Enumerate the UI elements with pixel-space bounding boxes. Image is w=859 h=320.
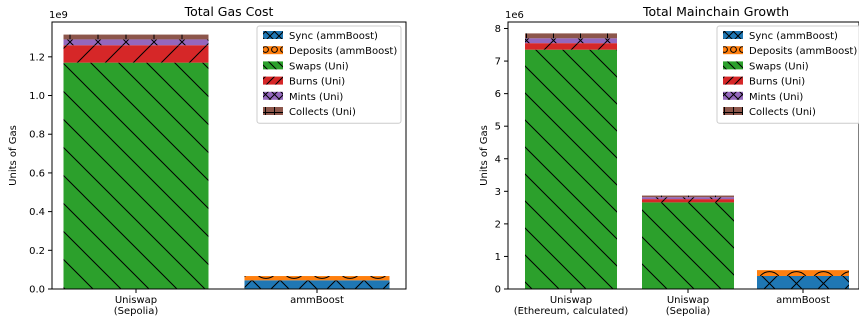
y-tick-label: 0.2 [29, 246, 45, 257]
legend-swatch-collects [723, 107, 743, 115]
y-tick-label: 7 [495, 57, 501, 68]
legend-swatch-swaps [723, 61, 743, 70]
bar-mints-uni-uniswap-ethereum-calculated [525, 38, 617, 44]
bar-burns-uni-uniswap-sepolia [63, 45, 209, 63]
bar-burns-uni-uniswap-sepolia [642, 199, 734, 203]
x-tick-label: Uniswap (Sepolia) [114, 295, 159, 317]
y-exponent-label: 1e9 [49, 10, 68, 21]
y-axis-label: Units of Gas [479, 125, 490, 186]
legend-label-swaps: Swaps (Uni) [289, 61, 349, 72]
legend-item-swaps-uni: Swaps (Uni) [723, 61, 809, 72]
bar-sync-ammboost-ammboost [757, 275, 849, 289]
bar-swaps-uni-uniswap-sepolia [63, 62, 209, 290]
legend-label-burns: Burns (Uni) [749, 77, 805, 88]
legend-swatch-mints [263, 91, 283, 100]
y-tick-label: 1.0 [29, 91, 45, 102]
legend-item-sync-ammboost: Sync (ammBoost) [723, 31, 838, 42]
legend-item-swaps-uni: Swaps (Uni) [263, 61, 349, 72]
legend-label-deposits: Deposits (ammBoost) [749, 46, 857, 57]
axes-frame [51, 21, 407, 290]
legend-swatch-burns [263, 76, 283, 85]
legend-frame [256, 25, 402, 124]
legend-label-burns: Burns (Uni) [289, 77, 345, 88]
legend-swatch-sync [263, 31, 283, 39]
bar-burns-uni-uniswap-ethereum-calculated [525, 43, 617, 50]
y-tick-label: 2 [495, 219, 501, 230]
legend-label-collects: Collects (Uni) [289, 107, 356, 118]
x-tick-label: ammBoost [290, 295, 344, 306]
x-tick-label: Uniswap (Sepolia) [666, 295, 711, 317]
legend-item-mints-uni: Mints (Uni) [263, 91, 343, 103]
y-tick-label: 0.4 [29, 207, 45, 218]
bar-deposits-ammboost-ammboost [757, 270, 849, 276]
legend-swatch-deposits [263, 46, 283, 55]
chart-title: Total Mainchain Growth [642, 4, 789, 19]
bar-swaps-uni-uniswap-ethereum-calculated [525, 49, 617, 289]
legend-swatch-deposits [723, 46, 743, 55]
bar-sync-ammboost-ammboost [244, 280, 390, 289]
y-tick-label: 6 [495, 89, 501, 100]
y-tick-label: 0.6 [29, 168, 45, 179]
x-tick-label: ammBoost [776, 295, 830, 306]
legend-label-mints: Mints (Uni) [289, 92, 343, 103]
y-tick-label: 4 [495, 154, 501, 165]
legend-item-mints-uni: Mints (Uni) [723, 91, 803, 103]
y-tick-label: 1.2 [29, 52, 45, 63]
y-tick-label: 0.8 [29, 130, 45, 141]
legend-label-collects: Collects (Uni) [749, 107, 816, 118]
axes-frame [507, 21, 859, 290]
bar-collects-uni-uniswap-sepolia [642, 195, 734, 198]
y-tick-label: 3 [495, 187, 501, 198]
legend-label-swaps: Swaps (Uni) [749, 61, 809, 72]
y-exponent-label: 1e6 [505, 10, 524, 21]
bar-swaps-uni-uniswap-sepolia [642, 202, 734, 289]
legend-label-mints: Mints (Uni) [749, 92, 803, 103]
legend: Sync (ammBoost) Deposits (ammBoost) Swaps … [716, 25, 859, 124]
legend-item-burns-uni: Burns (Uni) [263, 76, 345, 88]
x-tick-label: Uniswap (Ethereum, calculated) [514, 295, 629, 317]
legend-item-deposits-ammboost: Deposits (ammBoost) [723, 46, 857, 57]
legend: Sync (ammBoost) Deposits (ammBoost) Swaps … [256, 25, 402, 124]
y-tick-label: 0.0 [29, 285, 45, 296]
legend-swatch-sync [723, 31, 743, 39]
y-tick-label: 8 [495, 24, 501, 35]
legend-swatch-collects [263, 107, 283, 115]
chart-total-gas-cost: 0.0 0.2 0.4 0.6 0.8 1.0 1.2 1e9 Uniswap (Sepolia)… [8, 4, 407, 317]
bar-deposits-ammboost-ammboost [244, 276, 390, 281]
bar-collects-uni-uniswap-ethereum-calculated [525, 33, 617, 39]
chart-total-mainchain-growth: 0 1 2 3 4 5 6 7 8 1e6 Uniswap (Ethereum, calculated… [479, 4, 859, 317]
legend-swatch-mints [723, 91, 743, 100]
chart-title: Total Gas Cost [184, 4, 274, 19]
y-axis-label: Units of Gas [8, 125, 19, 186]
legend-label-sync: Sync (ammBoost) [749, 31, 838, 42]
legend-item-sync-ammboost: Sync (ammBoost) [263, 31, 378, 42]
y-tick-label: 0 [495, 285, 501, 296]
legend-item-collects-uni: Collects (Uni) [723, 107, 816, 118]
legend-swatch-swaps [263, 61, 283, 70]
legend-item-deposits-ammboost: Deposits (ammBoost) [263, 46, 397, 57]
y-tick-label: 5 [495, 122, 501, 133]
legend-item-burns-uni: Burns (Uni) [723, 76, 805, 88]
legend-label-deposits: Deposits (ammBoost) [289, 46, 397, 57]
legend-item-collects-uni: Collects (Uni) [263, 107, 356, 118]
legend-label-sync: Sync (ammBoost) [289, 31, 378, 42]
bar-collects-uni-uniswap-sepolia [63, 34, 209, 40]
y-tick-label: 1 [495, 252, 501, 263]
bar-mints-uni-uniswap-sepolia [63, 39, 209, 46]
bar-mints-uni-uniswap-sepolia [642, 197, 734, 200]
legend-frame [716, 25, 859, 124]
legend-swatch-burns [723, 76, 743, 85]
